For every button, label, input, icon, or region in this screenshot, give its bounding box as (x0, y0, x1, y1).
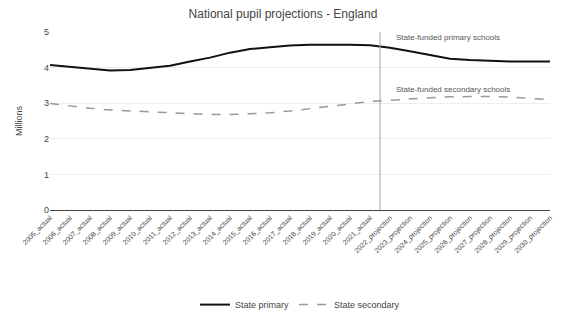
svg-text:2030_projection: 2030_projection (513, 214, 554, 255)
svg-text:2008_actual: 2008_actual (81, 214, 114, 247)
svg-text:2007_actual: 2007_actual (61, 214, 94, 247)
svg-text:State-funded secondary schools: State-funded secondary schools (396, 85, 510, 94)
svg-text:2023_projection: 2023_projection (373, 214, 414, 255)
svg-text:2027_projection: 2027_projection (453, 214, 494, 255)
svg-text:3: 3 (44, 98, 49, 108)
svg-text:2013_actual: 2013_actual (181, 214, 214, 247)
svg-text:2: 2 (44, 134, 49, 144)
svg-text:2019_actual: 2019_actual (301, 214, 334, 247)
svg-text:2017_actual: 2017_actual (261, 214, 294, 247)
svg-text:2016_actual: 2016_actual (241, 214, 274, 247)
svg-text:State-funded primary schools: State-funded primary schools (396, 33, 500, 42)
svg-text:2018_actual: 2018_actual (281, 214, 314, 247)
svg-text:2010_actual: 2010_actual (121, 214, 154, 247)
svg-text:4: 4 (44, 63, 49, 73)
svg-text:2011_actual: 2011_actual (142, 214, 175, 247)
svg-text:2025_projection: 2025_projection (413, 214, 454, 255)
svg-text:5: 5 (44, 27, 49, 37)
svg-text:2024_projection: 2024_projection (393, 214, 434, 255)
svg-text:2020_actual: 2020_actual (321, 214, 354, 247)
svg-text:0: 0 (44, 205, 49, 215)
svg-text:2012_actual: 2012_actual (161, 214, 194, 247)
svg-text:State secondary: State secondary (334, 300, 400, 310)
svg-text:2029_projection: 2029_projection (493, 214, 534, 255)
svg-text:2028_projection: 2028_projection (473, 214, 514, 255)
svg-text:2006_actual: 2006_actual (41, 214, 74, 247)
svg-text:National pupil projections - E: National pupil projections - England (189, 7, 378, 21)
svg-text:2026_projection: 2026_projection (433, 214, 474, 255)
svg-text:1: 1 (44, 170, 49, 180)
svg-text:2022_projection: 2022_projection (353, 214, 394, 255)
svg-text:2014_actual: 2014_actual (201, 214, 234, 247)
svg-text:2021_actual: 2021_actual (341, 214, 374, 247)
svg-text:Millions: Millions (14, 106, 24, 137)
svg-text:2009_actual: 2009_actual (101, 214, 134, 247)
svg-text:State primary: State primary (235, 300, 289, 310)
svg-text:2005_actual: 2005_actual (21, 214, 54, 247)
svg-text:2015_actual: 2015_actual (221, 214, 254, 247)
